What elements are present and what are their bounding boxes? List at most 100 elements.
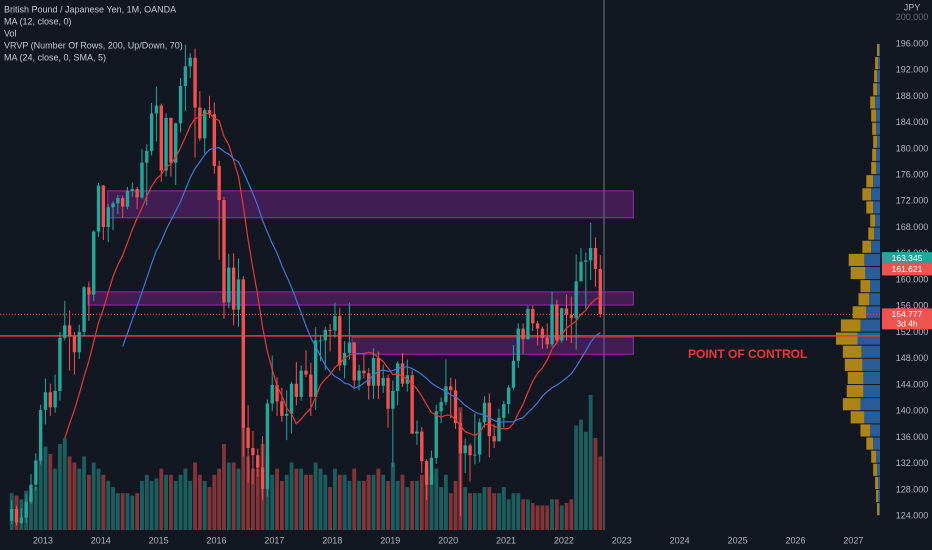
volume-bar (545, 505, 550, 530)
profile-up (871, 162, 877, 175)
volume-bar (308, 474, 313, 530)
profile-down (879, 503, 880, 516)
candle-body (579, 261, 583, 282)
candle-body (564, 308, 569, 315)
volume-bar (328, 487, 333, 530)
volume-bar (38, 456, 43, 530)
candle-body (333, 316, 337, 331)
candle-body (294, 383, 299, 397)
volume-bar (250, 468, 255, 530)
ma-line (64, 112, 601, 439)
volume-bar (390, 462, 395, 530)
volume-bar (366, 474, 371, 530)
candle-body (48, 392, 52, 408)
candle-body (357, 370, 361, 381)
profile-up (860, 280, 871, 293)
candle-body (125, 190, 130, 207)
volume-bar (506, 499, 511, 530)
profile-up (840, 319, 861, 332)
y-tick-label: 176.000 (896, 170, 929, 180)
price-tag (882, 252, 932, 265)
candle-body (120, 198, 125, 207)
x-tick-label: 2015 (149, 535, 169, 545)
candle-body (38, 409, 43, 461)
profile-up (862, 240, 872, 253)
y-tick-label: 140.000 (896, 406, 929, 416)
candle-body (434, 411, 438, 458)
chart-title: British Pound / Japanese Yen, 1M, OANDA (4, 4, 176, 14)
candle-body (256, 455, 260, 468)
volume-bar (434, 468, 439, 530)
profile-down (864, 411, 880, 424)
profile-up (871, 450, 877, 463)
candle-body (531, 308, 535, 324)
candle-body (174, 123, 178, 163)
candle-body (236, 279, 241, 310)
profile-down (862, 358, 880, 371)
profile-down (878, 476, 880, 489)
profile-down (876, 162, 880, 175)
candle-body (217, 165, 221, 201)
candle-body (202, 110, 207, 139)
profile-down (869, 293, 880, 306)
candle-body (502, 404, 506, 418)
candle-body (188, 57, 192, 67)
profile-down (876, 109, 880, 122)
candle-body (149, 113, 154, 151)
profile-down (875, 214, 880, 227)
y-tick-label: 188.000 (896, 91, 929, 101)
volume-bar (511, 493, 516, 530)
y-tick-label: 156.000 (896, 301, 929, 311)
candle-body (43, 392, 48, 410)
candle-body (87, 287, 91, 295)
x-tick-label: 2027 (843, 535, 863, 545)
volume-bar (342, 474, 347, 530)
profile-down (873, 175, 880, 188)
profile-up (850, 266, 866, 280)
candle-body (183, 66, 188, 86)
candle-body (506, 387, 511, 405)
volume-bar (53, 468, 58, 530)
volume-bar (395, 480, 400, 530)
y-tick-label: 132.000 (896, 458, 929, 468)
profile-down (876, 148, 880, 162)
volume-bar (231, 462, 236, 530)
candle-body (420, 431, 424, 462)
candle-body (410, 375, 414, 434)
candle-body (453, 390, 458, 424)
y-tick-label: 124.000 (896, 511, 929, 521)
candle-body (169, 118, 173, 163)
profile-up (866, 437, 874, 450)
x-tick-label: 2024 (670, 535, 690, 545)
volume-bar (275, 468, 279, 530)
candle-body (285, 413, 289, 416)
candle-body (463, 445, 467, 454)
volume-bar (593, 437, 598, 530)
profile-down (863, 371, 880, 385)
profile-down (861, 345, 880, 358)
candle-body (222, 200, 226, 303)
x-tick-label: 2019 (380, 535, 400, 545)
volume-bar (439, 487, 444, 530)
candle-body (545, 337, 549, 345)
volume-bar (468, 493, 472, 530)
price-tag (882, 263, 932, 276)
volume-bar (164, 474, 169, 530)
volume-bar (482, 487, 487, 530)
y-tick-label: 168.000 (896, 222, 929, 232)
candle-body (304, 370, 308, 375)
y-tick-label: 136.000 (896, 432, 929, 442)
volume-bar (188, 480, 193, 530)
volume-bar (279, 480, 284, 530)
profile-up (873, 463, 878, 476)
candle-body (96, 185, 101, 232)
profile-up (848, 253, 865, 266)
profile-down (877, 70, 880, 83)
volume-bar (149, 480, 154, 530)
candle-body (299, 370, 303, 397)
profile-down (870, 424, 880, 437)
volume-bar (58, 444, 62, 530)
candle-body (207, 110, 212, 115)
candle-body (482, 402, 487, 423)
candle-body (458, 423, 463, 454)
